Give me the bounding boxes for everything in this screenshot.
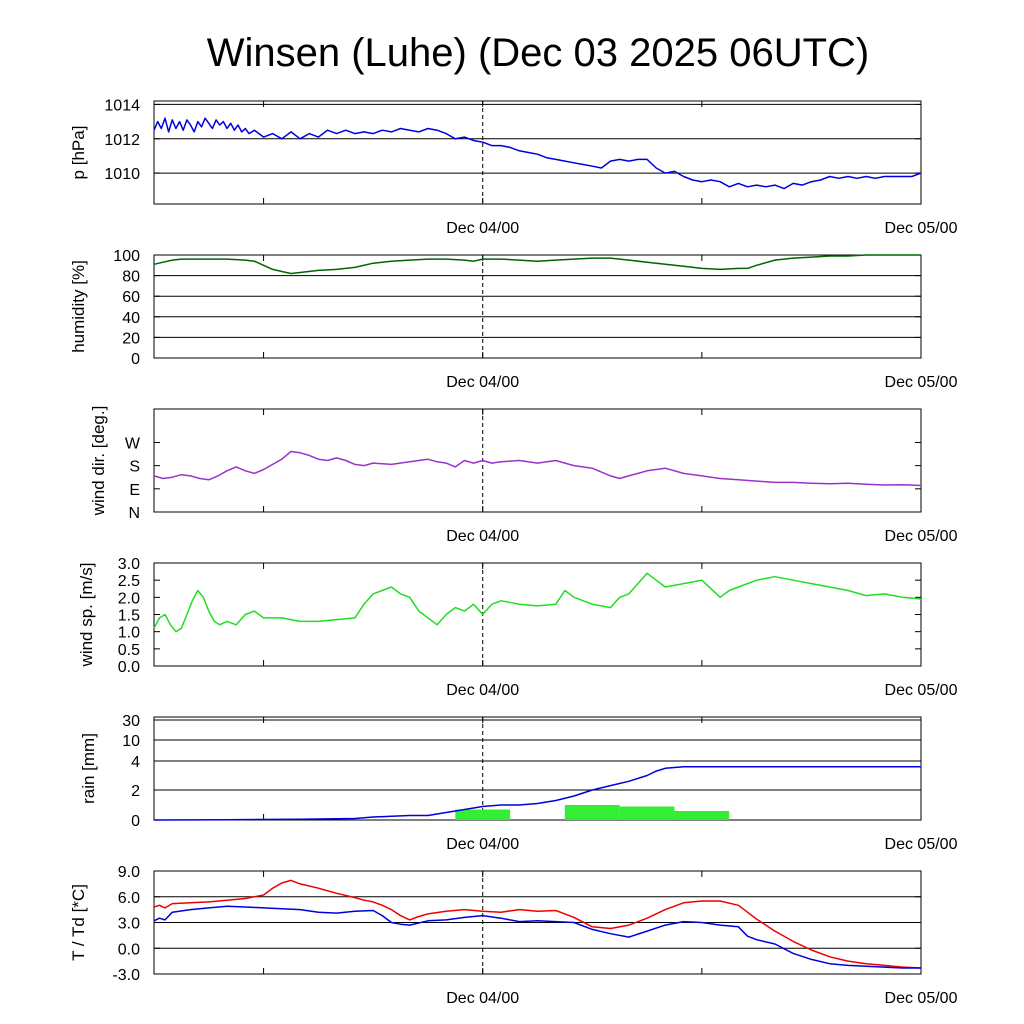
humidity-panel: Dec 04/00 Dec 05/00 0 20 40 60 80 100 humidity […: [69, 248, 958, 391]
y-tick-label: 1012: [104, 132, 140, 149]
y-tick-label: 20: [122, 330, 140, 347]
y-tick-label: 0.5: [118, 642, 140, 659]
y-axis-label: wind dir. [deg.]: [89, 406, 108, 517]
y-tick-label: 2.5: [118, 573, 140, 590]
y-tick-label: 0: [131, 351, 140, 368]
y-axis-label: wind sp. [m/s]: [77, 563, 96, 668]
x-tick-label: Dec 05/00: [885, 990, 958, 1007]
y-tick-label: 1014: [104, 97, 140, 114]
rain-bar: [564, 805, 620, 820]
temperature-line: [153, 879, 922, 969]
x-tick-label: Dec 04/00: [446, 682, 519, 699]
y-tick-label: 40: [122, 310, 140, 327]
plot-frame: [153, 254, 922, 359]
y-axis-label: T / Td [*C]: [69, 884, 88, 961]
x-tick-label: Dec 05/00: [885, 528, 958, 545]
y-tick-label: 2.0: [118, 590, 140, 607]
rain-bar: [674, 811, 730, 820]
y-tick-label: S: [129, 459, 140, 476]
plot-frame: [153, 716, 922, 821]
x-tick-label: Dec 04/00: [446, 990, 519, 1007]
x-tick-label: Dec 04/00: [446, 836, 519, 853]
x-tick-label: Dec 05/00: [885, 682, 958, 699]
y-tick-label: 2: [131, 783, 140, 800]
plot-frame: [153, 100, 922, 205]
y-tick-label: 9.0: [118, 864, 140, 881]
y-tick-label: 60: [122, 289, 140, 306]
y-tick-label: 80: [122, 269, 140, 286]
y-tick-label: W: [125, 435, 141, 452]
humidity-line: [153, 254, 921, 275]
y-tick-label: 0.0: [118, 659, 140, 676]
plot-frame: [153, 408, 922, 513]
rain-bar: [619, 806, 675, 820]
dewpoint-line: [153, 905, 921, 969]
wind_dir-line: [153, 450, 922, 487]
y-tick-label: N: [128, 505, 140, 522]
y-tick-label: E: [129, 482, 140, 499]
rain-bar: [455, 809, 511, 820]
y-tick-label: -3.0: [112, 967, 140, 984]
pressure-line: [153, 117, 922, 190]
y-tick-label: 0.0: [118, 941, 140, 958]
x-tick-label: Dec 04/00: [446, 220, 519, 237]
y-tick-label: 10: [122, 733, 140, 750]
y-tick-label: 1.5: [118, 608, 140, 625]
y-tick-label: 1.0: [118, 625, 140, 642]
chart-title: Winsen (Luhe) (Dec 03 2025 06UTC): [207, 31, 870, 75]
x-tick-label: Dec 05/00: [885, 220, 958, 237]
x-tick-label: Dec 04/00: [446, 528, 519, 545]
y-tick-label: 3.0: [118, 556, 140, 573]
wind-speed-panel: Dec 04/00 Dec 05/00 0.00.51.01.52.02.53.0 w…: [77, 556, 958, 699]
y-axis-label: humidity [%]: [69, 260, 88, 353]
y-axis-label: rain [mm]: [79, 733, 98, 804]
rain-panel: Dec 04/00 Dec 05/00 0 2 4 10 30 rain [mm]: [79, 713, 958, 853]
y-tick-label: 1010: [104, 166, 140, 183]
y-axis-label: p [hPa]: [69, 126, 88, 180]
y-tick-label: 6.0: [118, 890, 140, 907]
y-tick-label: 30: [122, 713, 140, 730]
y-tick-label: 3.0: [118, 916, 140, 933]
plot-frame: [153, 562, 922, 667]
x-tick-label: Dec 05/00: [885, 836, 958, 853]
rain_accum-line: [153, 766, 921, 821]
y-tick-label: 0: [131, 813, 140, 830]
x-tick-label: Dec 04/00: [446, 374, 519, 391]
wind_speed-line: [153, 572, 922, 633]
pressure-panel: Dec 04/00 Dec 05/00 1010 1012 1014 p [hPa]: [69, 97, 958, 237]
y-tick-label: 4: [131, 754, 140, 771]
y-tick-label: 100: [113, 248, 140, 265]
x-tick-label: Dec 05/00: [885, 374, 958, 391]
temperature-panel: Dec 04/00 Dec 05/00 -3.0 0.0 3.0 6.0 9.0 T / Td…: [69, 864, 958, 1007]
